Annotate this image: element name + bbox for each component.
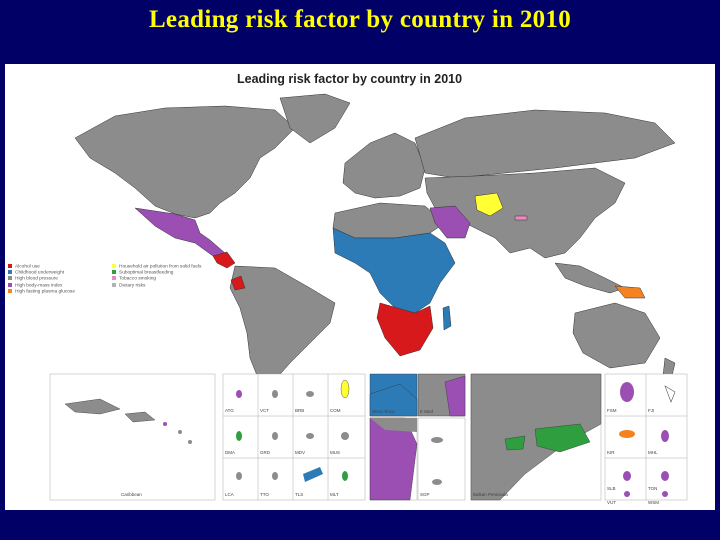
legend-label: High body-mass index [15, 282, 63, 288]
inset-label: MHL [648, 450, 658, 455]
country-sub-saharan-africa [332, 227, 456, 314]
inset-label: MDV [295, 450, 305, 455]
inset-pacific-islands [604, 373, 688, 501]
legend-item: Suboptimal breastfeeding [112, 270, 212, 276]
map-panel: Leading risk factor by country in 2010 [5, 64, 715, 510]
legend-label: Tobacco smoking [119, 276, 157, 282]
country-southeast-asia [554, 262, 626, 294]
legend-item: Household air pollution from solid fuels [112, 264, 212, 270]
legend-swatch [8, 276, 12, 281]
inset-label: SGP [420, 492, 430, 497]
inset-label: TTO [260, 492, 269, 497]
inset-label: DMA [225, 450, 235, 455]
country-south-america [229, 265, 336, 384]
legend-label: Household air pollution from solid fuels [119, 264, 202, 270]
inset-label: FJI [648, 408, 655, 413]
country-southern-africa [376, 302, 434, 357]
legend-item: High blood pressure [8, 276, 108, 282]
inset-label: BRB [295, 408, 305, 413]
legend-swatch [112, 270, 116, 275]
legend-item: High fasting plasma glucose [8, 288, 108, 295]
inset-label: E Med [420, 409, 434, 414]
world-map [74, 93, 676, 384]
legend-swatch [112, 282, 116, 287]
inset-label: MLT [330, 492, 339, 497]
legend-item: Childhood underweight [8, 270, 108, 276]
legend-item: Alcohol use [8, 264, 108, 270]
inset-caribbean [49, 373, 216, 501]
inset-label: SLB [607, 486, 616, 491]
legend-swatch [8, 282, 12, 287]
legend-item: Tobacco smoking [112, 276, 212, 282]
inset-label: Caribbean [121, 492, 142, 497]
slide-title: Leading risk factor by country in 2010 [148, 6, 572, 33]
inset-small-islands-1 [222, 373, 366, 501]
country-australia [572, 302, 661, 369]
legend-swatch [8, 264, 12, 268]
country-north-africa [332, 202, 446, 239]
legend-label: Dietary risks [119, 282, 146, 288]
legend-label: Suboptimal breastfeeding [119, 270, 174, 276]
map-title: Leading risk factor by country in 2010 [237, 72, 463, 86]
country-ecuador [230, 275, 246, 291]
inset-balkan-peninsula [470, 373, 602, 501]
legend-swatch [112, 276, 116, 281]
legend-item: High body-mass index [8, 282, 108, 289]
inset-label: VCT [260, 408, 269, 413]
inset-label: Balkan Peninsula [473, 492, 508, 497]
legend-swatch [8, 270, 12, 275]
inset-label: TON [648, 486, 658, 491]
country-north-america [74, 105, 296, 219]
country-papua-new-guinea [614, 285, 646, 299]
legend-item: Dietary risks [112, 282, 212, 289]
country-madagascar [442, 305, 452, 331]
inset-label: MUS [330, 450, 340, 455]
legend-label: High blood pressure [15, 276, 58, 282]
country-greenland [279, 93, 351, 144]
inset-small-islands-2 [417, 417, 466, 501]
inset-italy-region [369, 417, 418, 501]
inset-label: KIR [607, 450, 615, 455]
inset-label: FSM [607, 408, 617, 413]
inset-label: ATG [225, 408, 234, 413]
inset-label: VUT [607, 500, 616, 505]
country-arabia [429, 205, 471, 239]
country-central-america [212, 251, 236, 269]
legend-swatch [8, 288, 12, 293]
legend-label: Childhood underweight [15, 270, 65, 276]
inset-label: WSM [648, 500, 659, 505]
country-new-zealand [662, 357, 676, 381]
inset-label: LCA [225, 492, 234, 497]
country-russia [414, 109, 676, 179]
inset-label: COM [330, 408, 341, 413]
inset-label: TLS [295, 492, 304, 497]
inset-label: GRD [260, 450, 270, 455]
country-afghanistan [474, 192, 504, 217]
legend-swatch [112, 264, 116, 268]
country-nepal [514, 215, 528, 221]
inset-label: West Africa [372, 409, 395, 414]
country-europe [342, 132, 426, 199]
legend-label: Alcohol use [15, 264, 40, 270]
legend-label: High fasting plasma glucose [15, 289, 75, 295]
